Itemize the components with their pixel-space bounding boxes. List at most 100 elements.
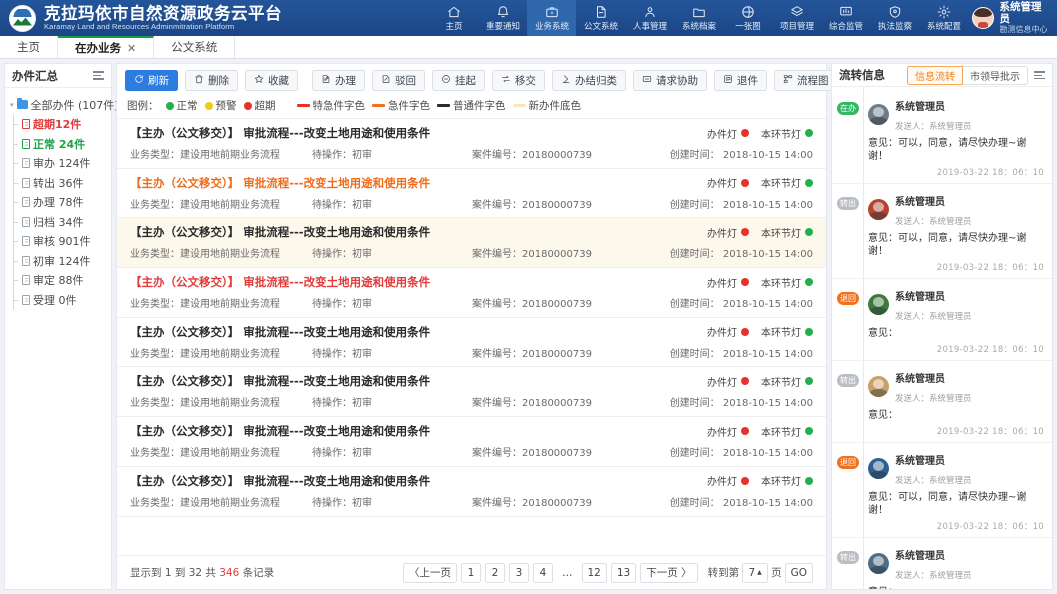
toolbar-pause-button[interactable]: 挂起 — [432, 69, 485, 91]
list-menu-icon[interactable] — [1034, 69, 1045, 81]
list-item[interactable]: 转出 系统管理员 发送人：系统管理员 意见： 2019-03-22 18：06：… — [832, 537, 1052, 589]
case-lamp: 办件灯 — [707, 374, 749, 389]
case-title: 【主办（公文移交）】 审批流程---改变土地用途和使用条件 — [130, 126, 431, 140]
case-pending-op: 待操作：初审 — [312, 299, 372, 311]
table-row[interactable]: 【主办（公文移交）】 审批流程---改变土地用途和使用条件 办件灯 本环节灯 业… — [117, 218, 826, 269]
sidebar-item-8[interactable]: 初审 124件 — [10, 251, 111, 271]
page-button-2[interactable]: 3 — [509, 562, 529, 583]
status-dot-icon — [243, 101, 252, 110]
toolbar-trash-button[interactable]: 删除 — [185, 69, 238, 91]
legend-prefix: 图例： — [127, 100, 159, 112]
sender-line: 发送人：系统管理员 — [895, 476, 972, 487]
case-lamp: 办件灯 — [707, 175, 749, 190]
bell-icon — [496, 5, 510, 19]
nav-item-9[interactable]: 执法监察 — [870, 0, 919, 36]
sidebar-item-6[interactable]: 归档 34件 — [10, 212, 111, 232]
sidebar-item-0[interactable]: ▾ 全部办件 (107件) — [10, 95, 119, 115]
page-button-1[interactable]: 2 — [485, 562, 505, 583]
status-badge: 转出 — [837, 197, 859, 211]
tab-2[interactable]: 公文系统 — [154, 36, 236, 58]
toolbar-flowchart-button[interactable]: 流程图 — [774, 69, 838, 91]
sender-line: 发送人：系统管理员 — [895, 217, 972, 228]
close-icon[interactable]: ✕ — [127, 41, 137, 55]
nav-item-8[interactable]: 综合监管 — [821, 0, 870, 36]
page-number-stepper[interactable]: 7 ▲ — [742, 562, 769, 583]
status-dot-icon — [741, 377, 749, 386]
table-row[interactable]: 【主办（公文移交）】 审批流程---改变土地用途和使用条件 办件灯 本环节灯 业… — [117, 467, 826, 517]
nav-item-7[interactable]: 项目管理 — [772, 0, 821, 36]
table-row[interactable]: 【主办（公文移交）】 审批流程---改变土地用途和使用条件 办件灯 本环节灯 业… — [117, 367, 826, 418]
page-button-6[interactable]: 13 — [610, 562, 637, 583]
toolbar-button-label: 办理 — [335, 74, 356, 87]
table-row[interactable]: 【主办（公文移交）】 审批流程---改变土地用途和使用条件 办件灯 本环节灯 业… — [117, 318, 826, 368]
case-biz-type: 业务类型：建设用地前期业务流程 — [130, 348, 280, 360]
nav-item-3[interactable]: 公文系统 — [576, 0, 625, 36]
legend-dash-1: 急件字色 — [372, 98, 430, 113]
legend-dash-2: 普通件字色 — [437, 98, 506, 113]
toolbar-edit-button[interactable]: 办理 — [312, 69, 365, 91]
case-created-time: 创建时间： 2018-10-15 14:00 — [669, 497, 813, 509]
sidebar-item-10[interactable]: 受理 0件 — [10, 290, 111, 310]
opinion-text: 意见：可以，同意，请尽快办理~谢谢！ — [868, 138, 1027, 163]
toolbar-transfer-button[interactable]: 移交 — [492, 69, 545, 91]
list-item[interactable]: 转出 系统管理员 发送人：系统管理员 意见： 2019-03-22 18：06：… — [832, 360, 1052, 442]
nav-item-4[interactable]: 人事管理 — [625, 0, 674, 36]
avatar — [972, 7, 995, 29]
next-page-button[interactable]: 下一页 〉 — [640, 562, 698, 583]
case-biz-type: 业务类型：建设用地前期业务流程 — [130, 299, 280, 311]
sidebar-item-4[interactable]: 转出 36件 — [10, 173, 111, 193]
status-dot-icon — [805, 129, 813, 137]
sidebar-item-label: 受理 0件 — [33, 293, 77, 307]
prev-page-button[interactable]: 〈上一页 — [403, 562, 457, 583]
case-biz-type: 业务类型：建设用地前期业务流程 — [130, 497, 280, 509]
sidebar-item-1[interactable]: 超期12件 — [10, 114, 111, 135]
flow-tab-0[interactable]: 信息流转 — [907, 65, 963, 85]
toolbar-refresh-button[interactable]: 刷新 — [125, 69, 178, 91]
list-item[interactable]: 在办 系统管理员 发送人：系统管理员 意见：可以，同意，请尽快办理~谢谢！ 20… — [832, 89, 1052, 183]
tab-1[interactable]: 在办业务 ✕ — [58, 36, 155, 58]
legend-dash-3: 新办件底色 — [512, 98, 581, 113]
legend-dash-0: 特急件字色 — [296, 98, 365, 113]
nav-item-5[interactable]: 系统档案 — [674, 0, 723, 36]
nav-item-0[interactable]: 主页 — [429, 0, 478, 36]
nav-item-1[interactable]: 重要通知 — [478, 0, 527, 36]
page-button-5[interactable]: 12 — [581, 562, 607, 583]
sidebar-item-3[interactable]: 审办 124件 — [10, 153, 111, 174]
sidebar-item-5[interactable]: 办理 78件 — [10, 192, 111, 213]
toolbar-help-button[interactable]: 请求协助 — [633, 69, 707, 91]
chevron-down-icon[interactable]: ▾ — [10, 100, 14, 109]
list-item[interactable]: 退回 系统管理员 发送人：系统管理员 意见： 2019-03-22 18：06：… — [832, 278, 1052, 360]
case-lamp-label: 办件灯 — [707, 278, 737, 290]
node-lamp-label: 本环节灯 — [761, 377, 801, 389]
go-button[interactable]: GO — [784, 562, 813, 583]
table-row[interactable]: 【主办（公文移交）】 审批流程---改变土地用途和使用条件 办件灯 本环节灯 业… — [117, 119, 826, 169]
list-menu-icon[interactable] — [93, 69, 104, 81]
toolbar-archive-button[interactable]: 办结归类 — [552, 69, 626, 91]
chevron-up-icon[interactable]: ▲ — [757, 569, 762, 576]
tab-0[interactable]: 主页 — [0, 36, 58, 58]
table-row[interactable]: 【主办（公文移交）】 审批流程---改变土地用途和使用条件 办件灯 本环节灯 业… — [117, 417, 826, 467]
list-item[interactable]: 转出 系统管理员 发送人：系统管理员 意见：可以，同意，请尽快办理~谢谢！ 20… — [832, 183, 1052, 278]
toolbar-star-button[interactable]: 收藏 — [245, 69, 298, 91]
list-item[interactable]: 退回 系统管理员 发送人：系统管理员 意见：可以，同意，请尽快办理~谢谢！ 20… — [832, 442, 1052, 537]
toolbar-return-button[interactable]: 退件 — [714, 69, 767, 91]
sidebar-item-2[interactable]: 正常 24件 — [10, 134, 111, 154]
toolbar-reject-button[interactable]: 驳回 — [372, 69, 425, 91]
table-row[interactable]: 【主办（公文移交）】 审批流程---改变土地用途和使用条件 办件灯 本环节灯 业… — [117, 268, 826, 318]
avatar — [868, 293, 889, 315]
table-row[interactable]: 【主办（公文移交）】 审批流程---改变土地用途和使用条件 办件灯 本环节灯 业… — [117, 169, 826, 219]
legend-dash-icon — [372, 104, 385, 107]
nav-item-6[interactable]: 一张图 — [723, 0, 772, 36]
page-button-4[interactable]: … — [562, 566, 573, 579]
sidebar-item-9[interactable]: 审定 88件 — [10, 270, 111, 291]
nav-item-2[interactable]: 业务系统 — [527, 0, 577, 36]
folder-icon — [16, 97, 28, 110]
page-button-3[interactable]: 4 — [533, 562, 553, 583]
user-profile[interactable]: 系统管理员 勘测信息中心 — [968, 1, 1057, 34]
nav-item-10[interactable]: 系统配置 — [919, 0, 968, 36]
case-lamp-label: 办件灯 — [707, 129, 737, 141]
page-button-0[interactable]: 1 — [461, 562, 481, 583]
sidebar-item-7[interactable]: 审核 901件 — [10, 231, 111, 252]
flow-tab-1[interactable]: 市领导批示 — [963, 65, 1028, 85]
legend-dash-icon — [512, 104, 526, 107]
